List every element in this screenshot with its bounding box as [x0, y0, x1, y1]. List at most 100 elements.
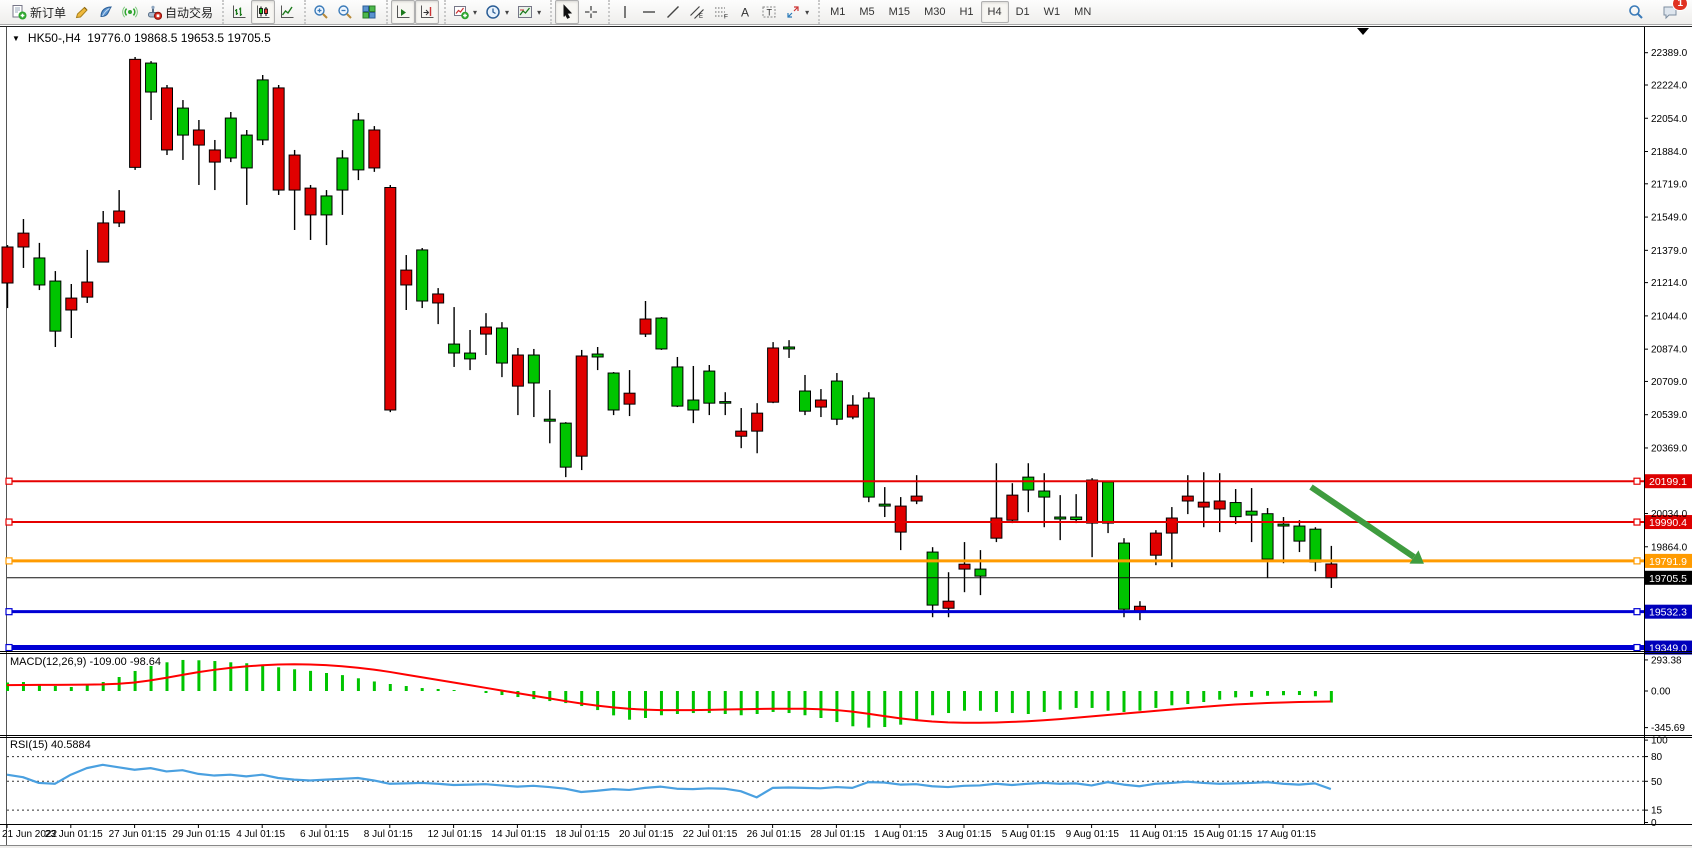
- candle-chart-button[interactable]: [251, 0, 276, 24]
- vertical-line-button[interactable]: [613, 0, 637, 24]
- text-button[interactable]: A: [733, 0, 757, 24]
- candle-body: [1054, 516, 1067, 520]
- candle-body: [1277, 523, 1290, 527]
- new-order-button[interactable]: 新订单: [7, 0, 70, 24]
- fibonacci-button[interactable]: F: [709, 0, 733, 24]
- styler-button[interactable]: [70, 0, 94, 24]
- search-button[interactable]: [1624, 0, 1648, 24]
- price-tag: [1645, 604, 1692, 619]
- trend-arrow-line[interactable]: [1309, 484, 1416, 560]
- trend-arrow-head[interactable]: [1409, 550, 1424, 564]
- line-chart-button[interactable]: [275, 0, 299, 24]
- candle-body: [1, 246, 14, 284]
- arrows-button[interactable]: ▾: [781, 0, 813, 24]
- date-axis-label: 23 Jun 01:15: [45, 829, 103, 840]
- bar-chart-button[interactable]: [227, 0, 251, 24]
- cursor-button[interactable]: [555, 0, 580, 24]
- chart-shift-button[interactable]: [415, 0, 440, 24]
- chevron-down-icon[interactable]: ▾: [505, 7, 510, 17]
- signal-icon: [122, 6, 138, 18]
- candle-body: [33, 257, 46, 286]
- candle-body: [783, 346, 796, 350]
- line-chart-icon: [281, 5, 294, 18]
- chevron-down-icon[interactable]: ▾: [805, 7, 810, 17]
- candle-body: [352, 119, 365, 171]
- price-axis-label: 20539.0: [1651, 410, 1688, 421]
- candle-body: [607, 372, 620, 411]
- price-axis-label: 21549.0: [1651, 213, 1688, 224]
- chevron-down-icon[interactable]: ▾: [473, 7, 478, 17]
- candle-body: [687, 399, 700, 411]
- timeframe-m5-button[interactable]: M5: [859, 6, 875, 18]
- price-tag-value: 19532.3: [1649, 607, 1687, 619]
- line-drag-handle[interactable]: [1633, 477, 1641, 485]
- candle-body: [1070, 516, 1083, 521]
- trendline-button[interactable]: [661, 0, 685, 24]
- line-drag-handle[interactable]: [5, 608, 13, 616]
- line-drag-handle[interactable]: [1633, 518, 1641, 526]
- notifications-button[interactable]: 1: [1658, 0, 1688, 24]
- macd-axis-label: -345.69: [1651, 723, 1685, 734]
- price-tag-value: 19791.9: [1649, 556, 1687, 568]
- date-axis-label: 15 Aug 01:15: [1193, 829, 1252, 840]
- metaeditor-icon: [100, 6, 113, 18]
- periodicity-icon: [486, 5, 500, 19]
- candle-body: [655, 317, 668, 350]
- zoom-out-button[interactable]: [333, 0, 357, 24]
- scroll-to-end-marker[interactable]: [1357, 28, 1369, 35]
- indicators-button[interactable]: ▾: [449, 0, 481, 24]
- candle-body: [208, 149, 221, 163]
- chart-background: [0, 25, 1692, 848]
- periodicity-button[interactable]: ▾: [481, 0, 513, 24]
- price-tag-value: 20199.1: [1649, 476, 1687, 488]
- line-drag-handle[interactable]: [1633, 643, 1641, 652]
- line-drag-handle[interactable]: [5, 643, 13, 652]
- timeframe-mn-button[interactable]: MN: [1074, 6, 1092, 18]
- candle-body: [543, 418, 556, 422]
- metaeditor-button[interactable]: [94, 0, 118, 24]
- chevron-down-icon[interactable]: ▾: [537, 7, 542, 17]
- signals-button[interactable]: [118, 0, 142, 24]
- equidistant-channel-button[interactable]: E: [685, 0, 709, 24]
- tile-windows-button[interactable]: [357, 0, 381, 24]
- text-label-button[interactable]: T: [757, 0, 781, 24]
- candle-body: [464, 352, 477, 360]
- candle-body: [942, 600, 955, 609]
- auto-scroll-button[interactable]: [391, 0, 416, 24]
- timeframe-m15-button[interactable]: M15: [888, 6, 911, 18]
- candle-body: [846, 404, 859, 418]
- candle-body: [1181, 495, 1194, 502]
- autotrading-button[interactable]: 自动交易: [142, 0, 217, 24]
- timeframe-d1-button[interactable]: D1: [1015, 6, 1030, 18]
- candle-body: [862, 397, 875, 498]
- crosshair-button[interactable]: [579, 0, 603, 24]
- price-axis-label: 21379.0: [1651, 246, 1688, 257]
- price-axis-label: 22389.0: [1651, 48, 1688, 59]
- date-axis-label: 20 Jul 01:15: [619, 829, 674, 840]
- timeframe-w1-button[interactable]: W1: [1043, 6, 1061, 18]
- candle-body: [1245, 510, 1258, 516]
- timeframe-m30-button[interactable]: M30: [924, 6, 946, 18]
- timeframe-h1-button[interactable]: H1: [959, 6, 974, 18]
- price-axis-label: 19864.0: [1651, 542, 1688, 553]
- timeframe-m1-button[interactable]: M1: [830, 6, 846, 18]
- candle-body: [814, 399, 827, 408]
- tile-windows-icon: [362, 5, 376, 19]
- line-drag-handle[interactable]: [5, 477, 13, 485]
- line-drag-handle[interactable]: [5, 518, 13, 526]
- templates-button[interactable]: ▾: [513, 0, 545, 24]
- auto-scroll-icon: [397, 5, 410, 18]
- zoom-in-button[interactable]: [309, 0, 333, 24]
- line-drag-handle[interactable]: [1633, 608, 1641, 616]
- price-tag: [1645, 474, 1692, 489]
- timeframe-h4-button[interactable]: H4: [980, 1, 1009, 23]
- toolbar-group-insert: ▾ ▾ ▾: [444, 0, 548, 24]
- horizontal-line-button[interactable]: [637, 0, 661, 24]
- candle-body: [192, 129, 205, 146]
- candle-body: [751, 412, 764, 432]
- candle-body: [129, 58, 142, 168]
- line-drag-handle[interactable]: [5, 557, 13, 565]
- candle-body: [368, 129, 381, 169]
- price-axis-label: 21044.0: [1651, 311, 1688, 322]
- line-drag-handle[interactable]: [1633, 557, 1641, 565]
